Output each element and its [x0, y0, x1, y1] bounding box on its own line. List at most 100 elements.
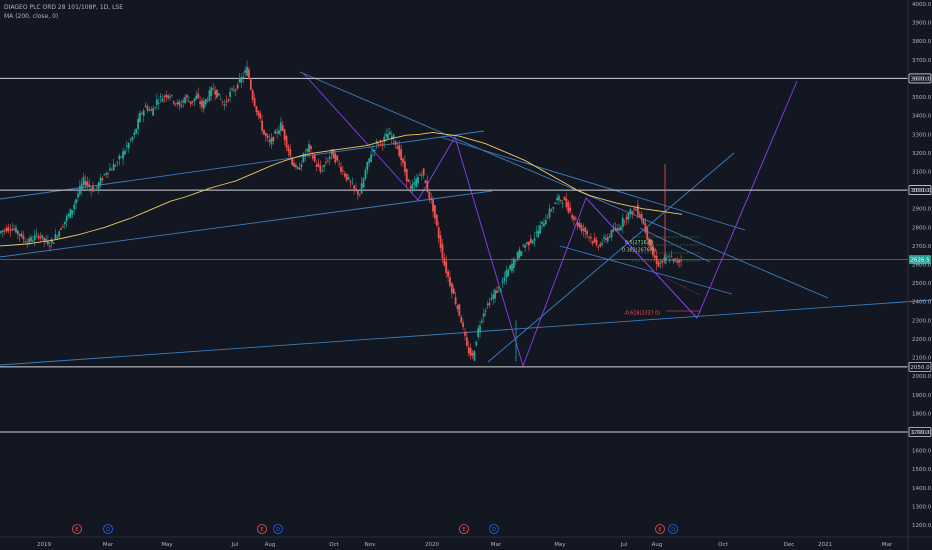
- horizontal-levels: 3600.0 3000.0 2050.0 1700.0 2626.5: [0, 73, 932, 437]
- candle-body: [45, 238, 47, 241]
- price-tick-label: 3800.0: [912, 39, 932, 45]
- indicator-title[interactable]: MA (200, close, 0): [4, 13, 59, 20]
- candle-body: [43, 237, 46, 241]
- price-tick-label: 2200.0: [912, 337, 932, 343]
- candle-body: [674, 258, 677, 261]
- candle-body: [24, 241, 27, 243]
- candle-body: [219, 99, 222, 100]
- candle-body: [279, 122, 282, 131]
- candle-body: [422, 168, 425, 176]
- candle-body: [582, 228, 585, 231]
- candle-body: [437, 227, 440, 239]
- candle-body: [41, 235, 44, 239]
- candle-body: [648, 238, 651, 246]
- candle-body: [315, 164, 318, 167]
- candle-body: [163, 96, 166, 97]
- candle-body: [567, 202, 570, 213]
- horizontal-level-tag: [908, 427, 932, 437]
- candle-body: [197, 93, 200, 98]
- time-tick-label: Aug: [265, 542, 276, 548]
- candle-body: [58, 231, 61, 237]
- trendline: [439, 136, 746, 231]
- candle-body: [35, 233, 38, 235]
- price-tick-label: 1300.0: [912, 504, 932, 510]
- candle-body: [345, 173, 348, 181]
- price-tick-label: 3700.0: [912, 58, 932, 64]
- candle-body: [291, 157, 294, 165]
- candle-body: [133, 132, 136, 135]
- candle-body: [546, 217, 549, 219]
- candle-body: [129, 139, 132, 141]
- candle-body: [599, 244, 602, 247]
- candle-body: [520, 251, 523, 256]
- time-tick-label: Nov: [365, 542, 376, 548]
- candle-body: [667, 256, 669, 258]
- candle-body: [494, 290, 496, 299]
- candle-body: [234, 89, 237, 91]
- candle-body: [486, 303, 489, 305]
- candle-body: [146, 106, 149, 111]
- candle-body: [82, 177, 85, 185]
- candle-body: [589, 237, 592, 239]
- price-tick-label: 1800.0: [912, 411, 932, 417]
- candle-body: [569, 207, 572, 212]
- time-axis[interactable]: 2019 Mar May Jul Aug Oct Nov 2020 Mar May Jul Aug Oc…: [0, 536, 932, 548]
- time-tick-label: Oct: [718, 542, 728, 548]
- candle-body: [430, 197, 433, 201]
- candle-body: [77, 193, 79, 198]
- fibonacci-labels: 0.5(2716.0)0.382(2676.0) -0.618(2337.0): [622, 240, 660, 317]
- candle-body: [259, 113, 262, 119]
- candle-body: [606, 237, 609, 242]
- candle-body: [193, 98, 196, 102]
- candle-body: [293, 162, 295, 167]
- candle-body: [484, 310, 487, 312]
- candle-body: [597, 246, 600, 248]
- candle-body: [328, 156, 331, 160]
- candle-body: [370, 154, 372, 162]
- candle-body: [651, 245, 654, 256]
- candle-body: [5, 227, 8, 232]
- candle-body: [460, 316, 463, 323]
- price-tick-label: 3300.0: [912, 132, 932, 138]
- event-marker-label: E: [462, 527, 465, 533]
- time-tick-label: Jul: [231, 542, 239, 548]
- candle-body: [467, 347, 470, 354]
- candle-body: [548, 208, 551, 218]
- candle-body: [75, 199, 77, 204]
- horizontal-level-label: 2050.0: [910, 365, 930, 371]
- candle-body: [552, 207, 555, 209]
- candle-body: [20, 233, 23, 237]
- candle-body: [413, 182, 416, 185]
- horizontal-level-tag: [908, 73, 932, 84]
- candle-body: [84, 181, 87, 186]
- price-axis[interactable]: 1200.0 1300.0 1400.0 1500.0 1600.0 1700.0 1800…: [907, 0, 932, 550]
- candle-body: [477, 328, 480, 337]
- candle-body: [135, 128, 138, 134]
- candle-body: [618, 228, 620, 231]
- candle-body: [246, 66, 248, 76]
- candle-body: [238, 77, 241, 83]
- candle-body: [588, 236, 590, 238]
- candle-body: [636, 205, 639, 216]
- candle-body: [522, 245, 525, 247]
- candle-body: [71, 210, 74, 215]
- candle-body: [255, 106, 258, 112]
- candle-body: [625, 217, 628, 220]
- candle-body: [488, 302, 491, 306]
- candle-body: [48, 246, 51, 248]
- candle-body: [110, 169, 113, 171]
- candle-body: [411, 184, 414, 192]
- candle-body: [9, 230, 12, 232]
- candle-body: [670, 255, 673, 257]
- candle-body: [92, 186, 94, 192]
- symbol-title[interactable]: DIAGEO PLC ORD 28 101/108P, 1D, LSE: [4, 4, 124, 11]
- price-tick-label: 3000.0: [912, 188, 932, 194]
- price-tick-label: 3100.0: [912, 169, 932, 175]
- candle-body: [39, 236, 42, 238]
- candle-body: [360, 183, 363, 194]
- candle-body: [47, 240, 49, 245]
- candle-body: [471, 352, 474, 356]
- candle-body: [657, 262, 660, 267]
- candle-body: [116, 162, 119, 164]
